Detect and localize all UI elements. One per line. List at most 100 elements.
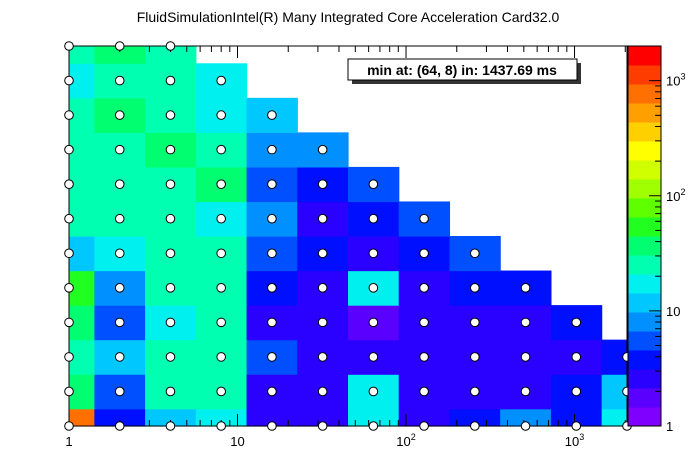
sample-marker [64,179,74,189]
sample-marker [114,41,125,51]
sample-marker [216,317,226,328]
heatmap-cell [550,408,603,427]
colorbar-tick-label-base: 1 [666,419,673,434]
heatmap-cell [449,408,501,427]
sample-marker [114,179,125,189]
colorbar-band [628,350,661,370]
sample-marker [571,421,582,431]
sample-marker [368,179,379,189]
sample-marker [470,248,480,259]
sample-marker [114,421,125,431]
heatmap-cell [500,408,552,427]
colorbar-tick-label: 1 [666,419,673,434]
colorbar-tick-label: 102 [666,187,685,204]
heatmap-cell [69,408,95,427]
heatmap-cell [348,408,400,427]
heatmap-cell [145,408,197,427]
heatmap-cell [398,408,451,427]
colorbar-band [628,46,661,66]
sample-marker [114,283,125,293]
sample-marker [165,179,176,189]
sample-marker [216,179,226,189]
heatmap-cell [246,408,298,427]
sample-marker [368,386,379,397]
heatmap-cell [601,408,628,427]
sample-marker [114,386,125,397]
sample-marker [64,421,74,431]
sample-marker [165,421,176,431]
sample-marker [216,386,226,397]
x-tick-label: 10 [230,434,244,449]
sample-marker [64,386,74,397]
sample-marker [216,248,226,259]
sample-marker [419,421,429,431]
sample-marker [317,283,328,293]
sample-marker [165,352,176,362]
heatmap-cell [297,408,349,427]
heatmap-cell [145,46,197,64]
min-annotation: min at: (64, 8) in: 1437.69 ms [347,58,581,84]
sample-marker [571,317,582,328]
heatmap-cell [94,46,146,64]
sample-marker [267,179,277,189]
sample-marker [267,144,277,155]
colorbar-band [628,160,661,180]
sample-marker [165,110,176,120]
colorbar-band [628,293,661,313]
sample-marker [520,386,531,397]
sample-marker [571,352,582,362]
colorbar-tick-label-base: 10 [666,189,680,204]
sample-marker [267,248,277,259]
sample-marker [165,144,176,155]
sample-marker [470,352,480,362]
sample-marker [216,144,226,155]
sample-marker [470,386,480,397]
colorbar-tick-label: 10 [666,304,680,319]
sample-marker [216,213,226,224]
sample-marker [419,317,429,328]
sample-marker [64,110,74,120]
plot-border [68,45,628,427]
sample-marker [368,283,379,293]
heatmap-cell [69,46,95,64]
sample-marker [470,421,480,431]
sample-marker [419,213,429,224]
colorbar-band [628,255,661,275]
heatmap-cell [94,408,146,427]
sample-marker [317,317,328,328]
sample-marker [165,283,176,293]
sample-marker [419,248,429,259]
sample-marker [165,248,176,259]
x-tick-label-base: 10 [396,434,410,449]
sample-marker [520,283,531,293]
colorbar-band [628,141,661,161]
colorbar-border [627,45,662,427]
colorbar-tick-label-base: 10 [666,304,680,319]
min-annotation-text: min at: (64, 8) in: 1437.69 ms [367,62,557,78]
sample-marker [64,144,74,155]
sample-marker [419,283,429,293]
sample-marker [114,144,125,155]
x-tick-label-exponent: 2 [411,432,416,442]
sample-marker [267,317,277,328]
sample-marker [64,248,74,259]
x-tick-label-base: 10 [565,434,579,449]
sample-marker [165,386,176,397]
sample-marker [114,352,125,362]
sample-marker [368,213,379,224]
colorbar-tick-label-base: 10 [666,74,680,89]
sample-marker [64,75,74,86]
colorbar-band [628,198,661,218]
sample-marker [64,352,74,362]
sample-markers [64,41,632,431]
colorbar-band [628,274,661,294]
sample-marker [317,179,328,189]
sample-marker [114,75,125,86]
sample-marker [267,283,277,293]
sample-marker [216,421,226,431]
sample-marker [267,213,277,224]
sample-marker [216,283,226,293]
sample-marker [64,41,74,51]
colorbar-band [628,236,661,256]
